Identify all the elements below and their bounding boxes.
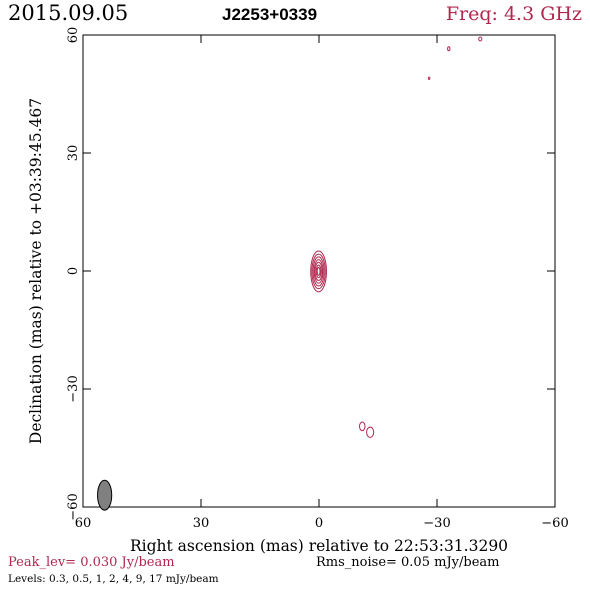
blob-2-contour (366, 426, 375, 438)
x-tick-label: 30 (193, 516, 210, 531)
contour-layer (97, 36, 483, 511)
plot-frame (82, 34, 556, 508)
core-contour (313, 259, 324, 284)
axis-ticks: 60 30 0 −30 −60 −60 −30 0 30 60 (66, 27, 569, 531)
peak-level: Peak_lev= 0.030 Jy/beam (8, 555, 175, 570)
blob-4-contour (478, 36, 483, 42)
rms-noise: Rms_noise= 0.05 mJy/beam (316, 555, 499, 570)
core-contour (316, 266, 321, 276)
observation-date: 2015.09.05 (8, 1, 128, 25)
x-axis-label: Right ascension (mas) relative to 22:53:… (130, 537, 508, 555)
y-axis-label: Declination (mas) relative to +03:39:45.… (27, 98, 45, 444)
contour-levels: Levels: 0.3, 0.5, 1, 2, 4, 9, 17 mJy/bea… (8, 573, 219, 585)
core-contour (314, 261, 323, 281)
frequency-label: Freq: 4.3 GHz (446, 3, 582, 25)
x-tick-label: 60 (75, 516, 92, 531)
y-tick-label: −60 (66, 493, 81, 520)
blob-5-contour (427, 76, 431, 80)
core-contour (311, 253, 326, 290)
x-tick-label: −30 (423, 516, 450, 531)
x-tick-label: 0 (315, 516, 323, 531)
y-tick-label: −30 (66, 375, 81, 402)
y-tick-label: 0 (66, 267, 81, 275)
core-contour (310, 250, 327, 293)
blob-3-contour (447, 46, 451, 52)
source-name: J2253+0339 (222, 5, 317, 24)
core-contour (312, 256, 325, 287)
beam-ellipse (97, 479, 113, 511)
y-tick-label: 30 (66, 145, 81, 162)
x-tick-label: −60 (541, 516, 568, 531)
blob-1-contour (359, 421, 366, 432)
core-contour (315, 264, 322, 279)
y-tick-label: 60 (66, 27, 81, 44)
